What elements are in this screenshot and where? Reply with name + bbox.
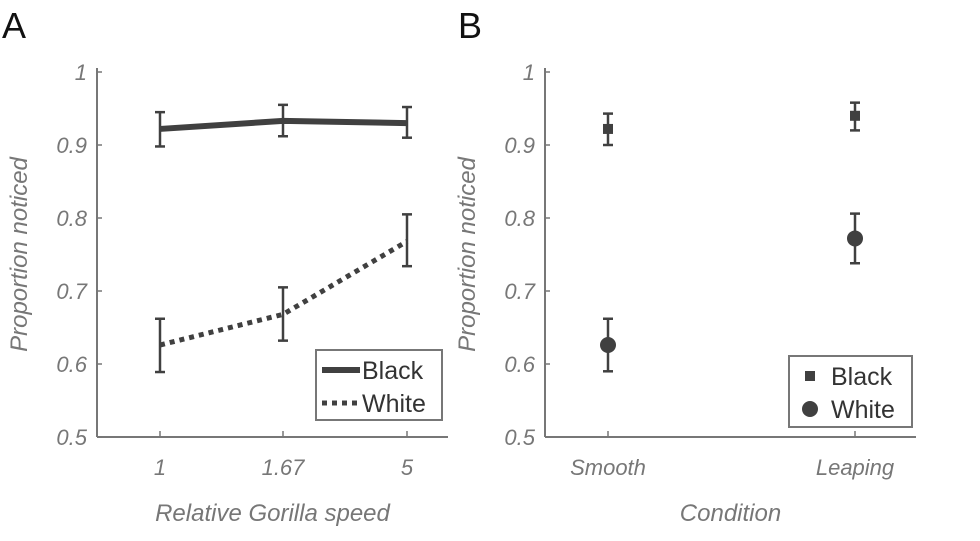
x-axis-label: Condition [680,500,781,527]
x-tick-label: Smooth [570,455,646,480]
y-tick-label: 0.8 [504,206,535,231]
legend [315,349,443,421]
legend-label: White [831,396,895,424]
y-axis-label: Proportion noticed [454,156,481,351]
y-tick-label: 0.9 [504,133,535,158]
data-point-black [850,110,860,121]
y-tick-label: 0.5 [504,425,535,450]
y-tick-label: 0.9 [56,133,87,158]
panel-label-a: A [2,5,26,46]
x-tick-label: Leaping [816,455,895,480]
x-axis-label: Relative Gorilla speed [155,500,390,527]
panel-b: 0.5 0.6 0.7 0.8 0.9 1 Smooth Leaping Condition Pr… [454,60,916,527]
data-point-white [600,337,616,354]
panel-label-b: B [458,5,482,46]
series-line-white [159,239,409,348]
legend-label: Black [362,357,424,385]
legend-label: Black [831,363,893,391]
y-tick-label: 0.5 [56,425,87,450]
x-tick-label: 1 [154,455,166,480]
y-tick-label: 0.6 [504,352,535,377]
y-tick-label: 0.7 [56,279,87,304]
data-point-white [847,230,863,247]
y-tick-label: 0.6 [56,352,87,377]
y-tick-label: 0.8 [56,206,87,231]
y-axis-label: Proportion noticed [6,156,33,351]
x-tick-label: 1.67 [262,455,306,480]
x-tick-label: 5 [401,455,414,480]
panel-a: 0.5 0.6 0.7 0.8 0.9 1 1 1.67 5 Relative Gorilla s… [6,60,448,527]
data-point-black [603,123,613,134]
y-tick-label: 1 [75,60,87,85]
legend-label: White [362,390,426,418]
y-tick-label: 1 [523,60,535,85]
legend-swatch [805,371,815,381]
y-tick-label: 0.7 [504,279,535,304]
legend-swatch [802,401,818,417]
